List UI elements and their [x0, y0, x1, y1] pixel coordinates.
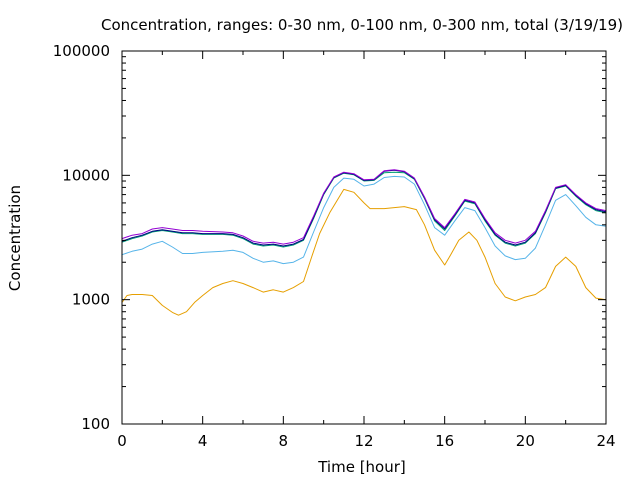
- series-line-2: [121, 175, 607, 265]
- x-tick-label: 8: [279, 432, 289, 450]
- chart-title: Concentration, ranges: 0-30 nm, 0-100 nm…: [101, 16, 623, 34]
- x-tick-label: 16: [435, 432, 454, 450]
- x-axis: 0 4 8 12 16 20 24: [117, 51, 616, 450]
- y-axis: 100 1000 10000 100000: [53, 42, 606, 433]
- series-group: [121, 169, 607, 316]
- y-tick-label: 100: [81, 415, 110, 433]
- x-axis-label: Time [hour]: [317, 458, 406, 476]
- plot-frame: [121, 50, 607, 425]
- series-line-1: [121, 188, 607, 316]
- series-line-4: [121, 169, 607, 247]
- y-axis-label: Concentration: [6, 185, 24, 291]
- series-line-5: [121, 169, 607, 245]
- y-tick-label: 100000: [53, 42, 110, 60]
- x-tick-label: 24: [596, 432, 615, 450]
- y-tick-label: 10000: [62, 166, 110, 184]
- y-tick-label: 1000: [72, 291, 110, 309]
- x-tick-label: 12: [354, 432, 373, 450]
- x-tick-label: 4: [198, 432, 208, 450]
- x-tick-label: 0: [117, 432, 127, 450]
- series-line-3: [121, 171, 607, 248]
- x-tick-label: 20: [516, 432, 535, 450]
